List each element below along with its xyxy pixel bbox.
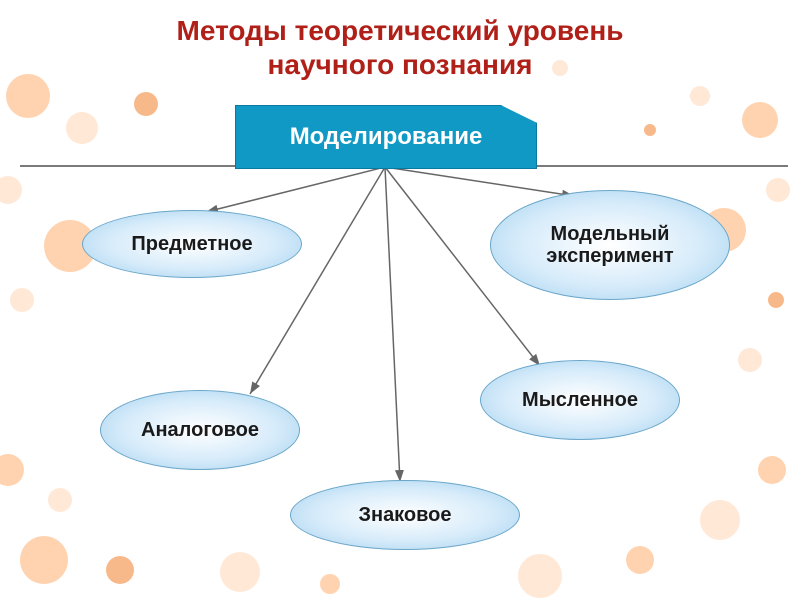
node-subject: Предметное	[82, 210, 302, 278]
bg-dot	[758, 456, 786, 484]
bg-dot	[768, 292, 784, 308]
node-analog: Аналоговое	[100, 390, 300, 470]
bg-dot	[626, 546, 654, 574]
title-line-1: Методы теоретический уровень	[0, 14, 800, 48]
node-mental: Мысленное	[480, 360, 680, 440]
bg-dot	[106, 556, 134, 584]
diagram-canvas: Методы теоретический уровень научного по…	[0, 0, 800, 600]
bg-dot	[0, 454, 24, 486]
bg-dot	[20, 536, 68, 584]
root-label: Моделирование	[290, 123, 483, 151]
bg-dot	[0, 176, 22, 204]
bg-dot	[48, 488, 72, 512]
node-label: Знаковое	[358, 504, 451, 526]
edge	[250, 167, 385, 394]
node-symbolic: Знаковое	[290, 480, 520, 550]
bg-dot	[134, 92, 158, 116]
node-label: Предметное	[131, 233, 252, 255]
node-label: Мысленное	[522, 389, 638, 411]
bg-dot	[766, 178, 790, 202]
bg-dot	[10, 288, 34, 312]
bg-dot	[690, 86, 710, 106]
edge	[385, 167, 400, 482]
bg-dot	[700, 500, 740, 540]
page-title: Методы теоретический уровень научного по…	[0, 14, 800, 81]
bg-dot	[220, 552, 260, 592]
bg-dot	[738, 348, 762, 372]
edge	[206, 167, 385, 212]
edge	[385, 167, 574, 196]
node-label: Аналоговое	[141, 419, 259, 441]
bg-dot	[66, 112, 98, 144]
node-modelexp: Модельный эксперимент	[490, 190, 730, 300]
node-label: Модельный эксперимент	[501, 223, 719, 267]
title-line-2: научного познания	[0, 48, 800, 82]
bg-dot	[518, 554, 562, 598]
root-node-modeling: Моделирование	[235, 105, 537, 169]
bg-dot	[742, 102, 778, 138]
bg-dot	[644, 124, 656, 136]
bg-dot	[320, 574, 340, 594]
